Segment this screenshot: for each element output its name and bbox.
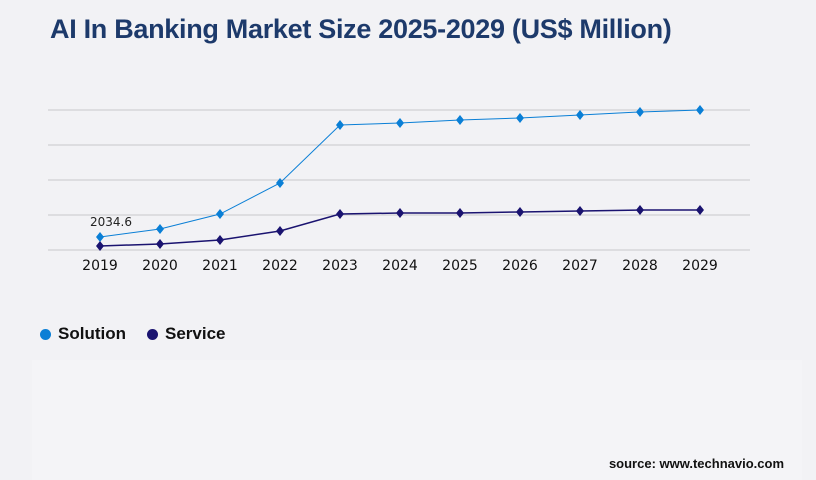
x-tick-label: 2029: [682, 258, 718, 274]
data-point: [396, 117, 404, 128]
data-point: [96, 231, 104, 242]
legend-item-solution: Solution: [40, 324, 126, 344]
data-point: [576, 109, 584, 120]
data-point: [516, 112, 524, 123]
data-point: [156, 238, 164, 249]
source-credit: source: www.technavio.com: [608, 456, 784, 471]
legend-marker-icon: [147, 328, 158, 340]
data-point: [636, 106, 644, 117]
data-point: [576, 206, 584, 217]
x-tick-label: 2025: [442, 258, 478, 274]
x-tick-label: 2023: [322, 258, 358, 274]
legend-label: Solution: [58, 324, 126, 343]
data-point: [696, 105, 704, 115]
data-point: [156, 223, 164, 234]
data-point: [276, 226, 284, 237]
x-tick-label: 2024: [382, 258, 418, 274]
data-point: [216, 209, 224, 220]
data-point: [696, 205, 704, 215]
data-point: [456, 114, 464, 125]
data-point: [336, 120, 344, 131]
x-tick-label: 2021: [202, 258, 238, 274]
data-point: [216, 234, 224, 245]
data-label: 2034.6: [90, 215, 132, 229]
x-tick-label: 2028: [622, 258, 658, 274]
data-point: [516, 206, 524, 217]
data-point: [336, 209, 344, 220]
legend-item-service: Service: [147, 324, 226, 344]
x-tick-label: 2026: [502, 258, 538, 274]
data-point: [456, 208, 464, 219]
x-tick-label: 2022: [262, 258, 298, 274]
data-point: [96, 240, 104, 251]
x-tick-label: 2020: [142, 258, 178, 274]
background-panel: [32, 360, 802, 480]
x-tick-label: 2027: [562, 258, 598, 274]
data-point: [636, 205, 644, 215]
x-tick-label: 2019: [82, 258, 118, 274]
data-point: [396, 208, 404, 219]
chart-title: AI In Banking Market Size 2025-2029 (US$…: [50, 14, 672, 44]
data-point: [276, 177, 284, 188]
legend-label: Service: [165, 324, 226, 343]
legend-marker-icon: [40, 328, 51, 340]
